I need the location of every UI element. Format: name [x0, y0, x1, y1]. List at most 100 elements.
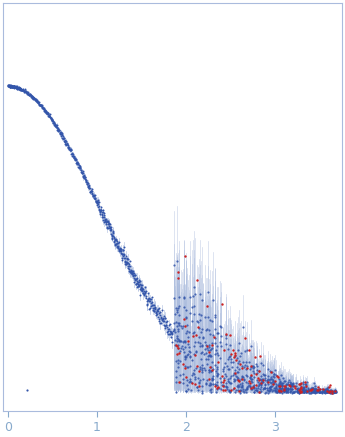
Point: [244, 373, 250, 380]
Point: [185, 364, 190, 371]
Point: [256, 378, 261, 385]
Point: [309, 386, 315, 393]
Point: [225, 356, 230, 363]
Point: [194, 384, 200, 391]
Point: [6, 81, 11, 88]
Point: [92, 191, 97, 198]
Point: [277, 375, 282, 382]
Point: [163, 325, 168, 332]
Point: [249, 362, 254, 369]
Point: [221, 382, 227, 389]
Point: [309, 385, 314, 392]
Point: [100, 207, 106, 214]
Point: [78, 167, 83, 174]
Point: [236, 358, 241, 365]
Point: [109, 234, 115, 241]
Point: [297, 385, 303, 392]
Point: [7, 83, 13, 90]
Point: [205, 313, 210, 320]
Point: [9, 83, 15, 90]
Point: [238, 386, 244, 393]
Point: [305, 387, 311, 394]
Point: [203, 341, 208, 348]
Point: [182, 362, 187, 369]
Point: [175, 327, 180, 334]
Point: [240, 386, 246, 393]
Point: [247, 383, 253, 390]
Point: [104, 218, 109, 225]
Point: [17, 85, 22, 92]
Point: [276, 388, 282, 395]
Point: [131, 274, 136, 281]
Point: [176, 335, 181, 342]
Point: [36, 99, 41, 106]
Point: [225, 346, 231, 353]
Point: [312, 387, 317, 394]
Point: [234, 372, 239, 379]
Point: [123, 261, 128, 268]
Point: [197, 291, 203, 298]
Point: [72, 155, 78, 162]
Point: [173, 374, 178, 381]
Point: [176, 349, 182, 356]
Point: [317, 388, 322, 395]
Point: [263, 385, 268, 392]
Point: [268, 375, 274, 382]
Point: [180, 371, 185, 378]
Point: [323, 388, 328, 395]
Point: [288, 388, 294, 395]
Point: [323, 388, 328, 395]
Point: [247, 374, 253, 381]
Point: [68, 147, 73, 154]
Point: [63, 140, 69, 147]
Point: [249, 378, 255, 385]
Point: [185, 334, 191, 341]
Point: [301, 388, 307, 395]
Point: [313, 385, 318, 392]
Point: [189, 303, 195, 310]
Point: [199, 342, 204, 349]
Point: [47, 110, 52, 117]
Point: [221, 347, 226, 354]
Point: [29, 92, 34, 99]
Point: [11, 84, 16, 91]
Point: [316, 385, 322, 392]
Point: [16, 84, 22, 91]
Point: [196, 382, 202, 389]
Point: [265, 378, 270, 385]
Point: [276, 383, 282, 390]
Point: [333, 388, 338, 395]
Point: [139, 282, 145, 289]
Point: [248, 371, 254, 378]
Point: [206, 346, 211, 353]
Point: [181, 349, 187, 356]
Point: [213, 340, 218, 347]
Point: [327, 388, 333, 395]
Point: [297, 388, 302, 395]
Point: [6, 83, 11, 90]
Point: [260, 378, 265, 385]
Point: [183, 306, 188, 313]
Point: [327, 389, 333, 396]
Point: [187, 310, 193, 317]
Point: [190, 329, 196, 336]
Point: [91, 192, 96, 199]
Point: [77, 164, 83, 171]
Point: [188, 387, 194, 394]
Point: [196, 319, 201, 326]
Point: [84, 176, 89, 183]
Point: [125, 260, 130, 267]
Point: [8, 82, 13, 89]
Point: [220, 382, 226, 388]
Point: [243, 361, 248, 368]
Point: [95, 199, 100, 206]
Point: [286, 381, 291, 388]
Point: [282, 383, 288, 390]
Point: [175, 275, 180, 282]
Point: [255, 369, 260, 376]
Point: [239, 375, 245, 382]
Point: [199, 312, 204, 319]
Point: [104, 218, 109, 225]
Point: [121, 243, 127, 250]
Point: [65, 144, 70, 151]
